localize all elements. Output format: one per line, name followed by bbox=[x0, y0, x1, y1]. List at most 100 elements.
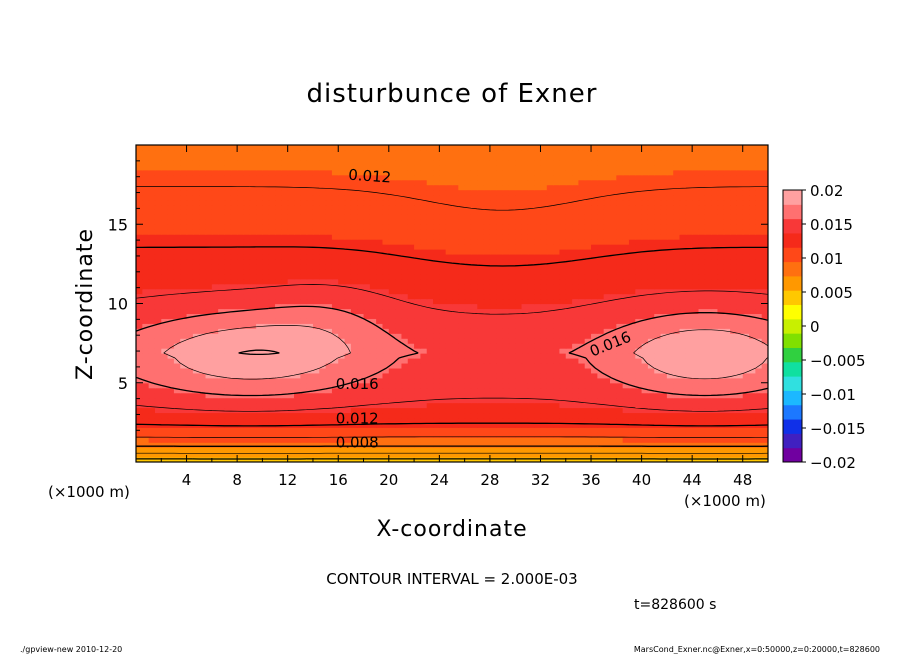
contour-fill-cell bbox=[319, 447, 327, 453]
contour-fill-cell bbox=[294, 412, 301, 419]
contour-fill-cell bbox=[534, 234, 542, 240]
contour-fill-cell bbox=[306, 214, 314, 220]
contour-fill-cell bbox=[300, 229, 308, 235]
contour-fill-cell bbox=[294, 392, 301, 399]
contour-fill-cell bbox=[597, 343, 605, 349]
contour-fill-cell bbox=[325, 387, 333, 394]
contour-fill-cell bbox=[603, 407, 611, 414]
contour-fill-cell bbox=[698, 283, 706, 290]
contour-fill-cell bbox=[730, 357, 737, 364]
contour-fill-cell bbox=[338, 417, 346, 423]
contour-fill-cell bbox=[407, 432, 415, 438]
contour-fill-cell bbox=[167, 377, 175, 384]
contour-fill-cell bbox=[167, 303, 175, 310]
contour-fill-cell bbox=[388, 417, 396, 423]
contour-fill-cell bbox=[477, 367, 485, 374]
contour-fill-cell bbox=[559, 229, 567, 235]
contour-fill-cell bbox=[679, 432, 687, 438]
contour-fill-cell bbox=[742, 229, 750, 235]
contour-fill-cell bbox=[350, 318, 358, 324]
contour-fill-cell bbox=[344, 437, 352, 443]
contour-fill-cell bbox=[420, 402, 428, 409]
contour-fill-cell bbox=[483, 452, 491, 458]
contour-fill-cell bbox=[591, 219, 598, 225]
contour-fill-cell bbox=[294, 308, 301, 314]
contour-fill-cell bbox=[477, 308, 485, 314]
contour-fill-cell bbox=[382, 323, 390, 329]
contour-fill-cell bbox=[755, 273, 763, 280]
contour-fill-cell bbox=[622, 303, 630, 310]
contour-fill-cell bbox=[401, 338, 409, 344]
contour-fill-cell bbox=[470, 427, 478, 433]
contour-fill-cell bbox=[584, 407, 592, 414]
contour-fill-cell bbox=[578, 437, 586, 443]
contour-fill-cell bbox=[673, 308, 681, 314]
contour-fill-cell bbox=[224, 442, 232, 448]
contour-fill-cell bbox=[173, 303, 181, 310]
contour-fill-cell bbox=[673, 239, 681, 245]
contour-fill-cell bbox=[692, 258, 700, 265]
contour-fill-cell bbox=[742, 318, 750, 324]
contour-fill-cell bbox=[685, 258, 693, 265]
contour-fill-cell bbox=[420, 353, 428, 359]
contour-fill-cell bbox=[521, 313, 529, 319]
contour-fill-cell bbox=[692, 417, 700, 423]
contour-fill-cell bbox=[173, 224, 181, 230]
contour-fill-cell bbox=[224, 387, 232, 394]
contour-fill-cell bbox=[445, 348, 453, 354]
contour-fill-cell bbox=[698, 452, 706, 458]
contour-fill-cell bbox=[388, 244, 396, 250]
contour-fill-cell bbox=[749, 367, 756, 374]
contour-fill-cell bbox=[325, 249, 333, 255]
contour-fill-cell bbox=[218, 357, 226, 364]
contour-fill-cell bbox=[496, 229, 504, 235]
contour-fill-cell bbox=[401, 412, 409, 419]
contour-fill-cell bbox=[730, 263, 737, 270]
contour-fill-cell bbox=[319, 377, 327, 384]
contour-fill-cell bbox=[546, 219, 554, 225]
contour-fill-cell bbox=[723, 372, 731, 379]
contour-fill-cell bbox=[312, 318, 320, 324]
contour-fill-cell bbox=[666, 348, 674, 354]
contour-fill-cell bbox=[237, 219, 245, 225]
contour-fill-cell bbox=[616, 253, 624, 260]
contour-fill-cell bbox=[755, 219, 763, 225]
contour-fill-cell bbox=[572, 323, 579, 329]
contour-fill-cell bbox=[319, 268, 327, 275]
contour-fill-cell bbox=[603, 293, 611, 300]
contour-fill-cell bbox=[489, 437, 497, 443]
contour-fill-cell bbox=[584, 362, 592, 369]
contour-fill-cell bbox=[281, 229, 289, 235]
contour-fill-cell bbox=[445, 313, 453, 319]
contour-fill-cell bbox=[312, 219, 320, 225]
contour-fill-cell bbox=[300, 219, 308, 225]
contour-fill-cell bbox=[622, 427, 630, 433]
contour-fill-cell bbox=[610, 412, 617, 419]
contour-fill-cell bbox=[420, 422, 428, 428]
contour-fill-cell bbox=[249, 268, 257, 275]
contour-fill-cell bbox=[439, 328, 447, 334]
contour-fill-cell bbox=[275, 353, 282, 359]
contour-fill-cell bbox=[584, 417, 592, 423]
contour-fill-cell bbox=[742, 377, 750, 384]
contour-fill-cell bbox=[635, 402, 643, 409]
contour-fill-cell bbox=[591, 447, 598, 453]
contour-fill-cell bbox=[749, 407, 756, 414]
contour-fill-cell bbox=[698, 224, 706, 230]
contour-fill-cell bbox=[673, 323, 681, 329]
contour-fill-cell bbox=[730, 397, 737, 404]
contour-fill-cell bbox=[192, 298, 200, 305]
contour-fill-cell bbox=[616, 367, 624, 374]
contour-fill-cell bbox=[660, 244, 668, 250]
contour-fill-cell bbox=[761, 348, 768, 354]
contour-fill-cell bbox=[268, 239, 276, 245]
contour-fill-cell bbox=[534, 263, 542, 270]
contour-fill-cell bbox=[489, 268, 497, 275]
contour-fill-cell bbox=[470, 273, 478, 280]
contour-fill-cell bbox=[610, 249, 617, 255]
contour-fill-cell bbox=[711, 353, 719, 359]
contour-fill-cell bbox=[433, 313, 440, 319]
contour-fill-cell bbox=[287, 427, 295, 433]
contour-fill-cell bbox=[711, 437, 719, 443]
contour-fill-cell bbox=[508, 328, 516, 334]
